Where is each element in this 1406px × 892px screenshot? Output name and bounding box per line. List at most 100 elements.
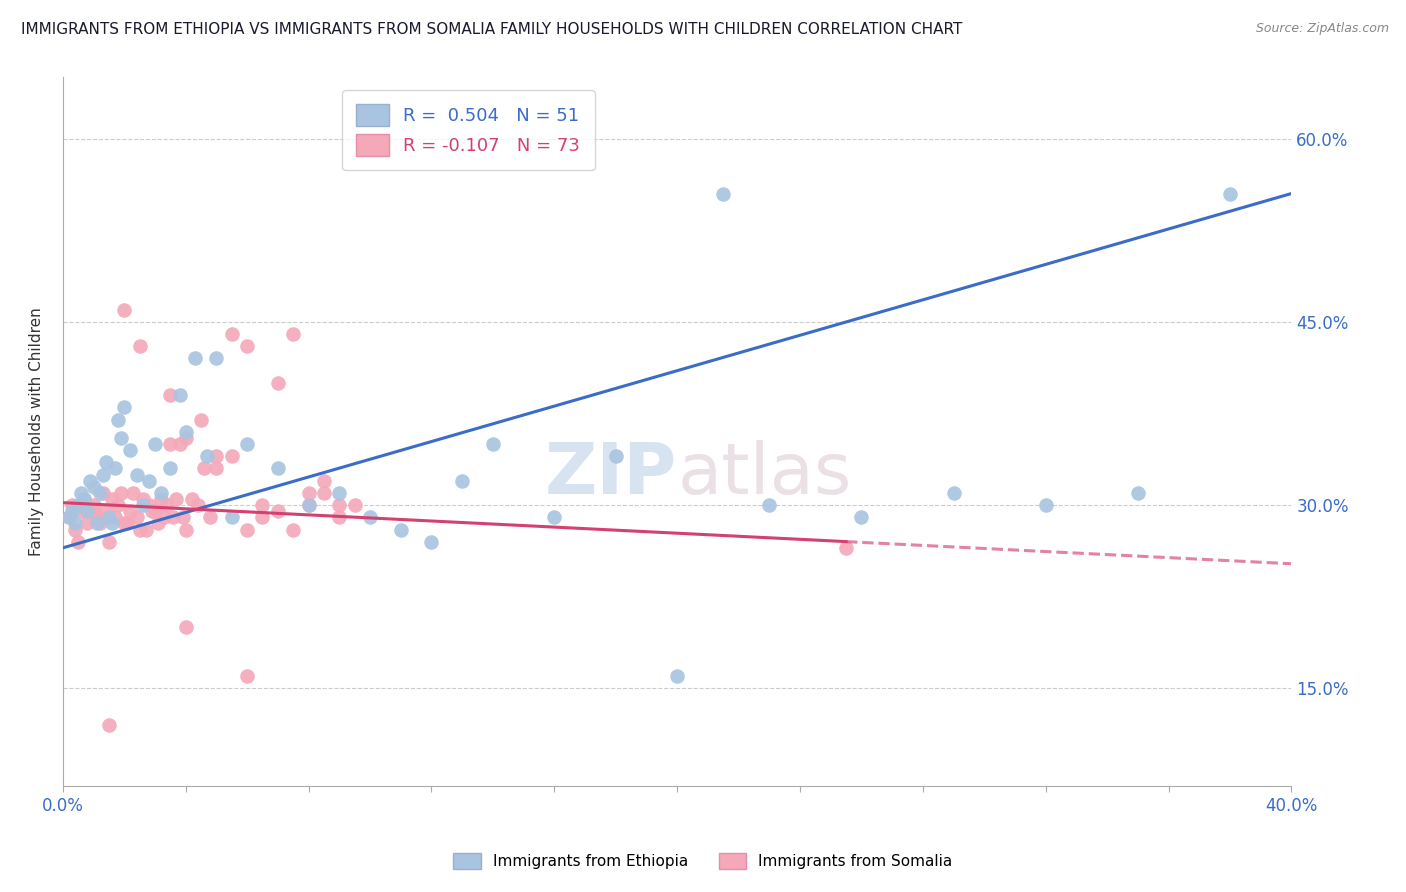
Point xyxy=(221,510,243,524)
Point xyxy=(86,510,108,524)
Point xyxy=(184,351,207,366)
Point xyxy=(205,351,228,366)
Point xyxy=(143,504,166,518)
Point xyxy=(97,534,120,549)
Point xyxy=(120,443,142,458)
Point xyxy=(94,455,117,469)
Point xyxy=(190,412,212,426)
Point xyxy=(150,491,173,506)
Point xyxy=(153,510,176,524)
Point xyxy=(297,498,319,512)
Point xyxy=(221,326,243,341)
Point xyxy=(328,498,350,512)
Point xyxy=(76,504,98,518)
Y-axis label: Family Households with Children: Family Households with Children xyxy=(30,308,44,557)
Point xyxy=(89,516,111,531)
Point xyxy=(91,486,114,500)
Point xyxy=(112,516,135,531)
Point xyxy=(131,498,153,512)
Point xyxy=(205,461,228,475)
Point xyxy=(110,486,132,500)
Point xyxy=(76,516,98,531)
Point xyxy=(125,510,148,524)
Point xyxy=(122,486,145,500)
Point xyxy=(58,510,80,524)
Point xyxy=(107,412,129,426)
Point xyxy=(187,498,209,512)
Point xyxy=(60,504,83,518)
Point xyxy=(159,388,181,402)
Point xyxy=(63,516,86,531)
Point xyxy=(83,480,105,494)
Point xyxy=(172,510,194,524)
Point xyxy=(193,461,215,475)
Point xyxy=(79,504,101,518)
Point xyxy=(83,504,105,518)
Point xyxy=(143,437,166,451)
Point xyxy=(221,449,243,463)
Point xyxy=(1219,186,1241,201)
Point xyxy=(174,431,197,445)
Point xyxy=(1035,498,1057,512)
Point xyxy=(89,486,111,500)
Point xyxy=(328,486,350,500)
Point xyxy=(451,474,474,488)
Point xyxy=(67,534,90,549)
Point xyxy=(146,516,169,531)
Point xyxy=(283,326,305,341)
Point xyxy=(283,523,305,537)
Point xyxy=(297,486,319,500)
Point xyxy=(97,510,120,524)
Point xyxy=(91,467,114,482)
Text: IMMIGRANTS FROM ETHIOPIA VS IMMIGRANTS FROM SOMALIA FAMILY HOUSEHOLDS WITH CHILD: IMMIGRANTS FROM ETHIOPIA VS IMMIGRANTS F… xyxy=(21,22,963,37)
Point xyxy=(267,461,290,475)
Point xyxy=(128,523,150,537)
Point xyxy=(942,486,965,500)
Legend: R =  0.504   N = 51, R = -0.107   N = 73: R = 0.504 N = 51, R = -0.107 N = 73 xyxy=(342,90,595,170)
Point xyxy=(359,510,381,524)
Point xyxy=(117,516,139,531)
Point xyxy=(143,504,166,518)
Point xyxy=(112,302,135,317)
Point xyxy=(297,498,319,512)
Point xyxy=(758,498,780,512)
Point xyxy=(236,437,259,451)
Point xyxy=(180,491,202,506)
Text: atlas: atlas xyxy=(678,440,852,508)
Point xyxy=(252,510,274,524)
Point xyxy=(58,510,80,524)
Point xyxy=(104,510,127,524)
Point xyxy=(482,437,505,451)
Point xyxy=(195,449,218,463)
Point xyxy=(851,510,873,524)
Point xyxy=(125,467,148,482)
Point xyxy=(543,510,565,524)
Legend: Immigrants from Ethiopia, Immigrants from Somalia: Immigrants from Ethiopia, Immigrants fro… xyxy=(447,847,959,875)
Point xyxy=(83,498,105,512)
Point xyxy=(252,498,274,512)
Point xyxy=(73,491,96,506)
Point xyxy=(94,504,117,518)
Point xyxy=(267,504,290,518)
Point xyxy=(128,339,150,353)
Point xyxy=(605,449,627,463)
Point xyxy=(328,510,350,524)
Point xyxy=(267,376,290,390)
Point xyxy=(200,510,222,524)
Point xyxy=(159,437,181,451)
Point xyxy=(156,498,179,512)
Point xyxy=(101,516,124,531)
Point xyxy=(112,401,135,415)
Point xyxy=(138,498,160,512)
Point xyxy=(205,449,228,463)
Point xyxy=(169,437,191,451)
Point xyxy=(135,523,157,537)
Point xyxy=(174,523,197,537)
Point xyxy=(67,498,90,512)
Point xyxy=(101,491,124,506)
Point xyxy=(835,541,858,555)
Point xyxy=(120,504,142,518)
Point xyxy=(666,669,689,683)
Text: ZIP: ZIP xyxy=(546,440,678,508)
Point xyxy=(389,523,412,537)
